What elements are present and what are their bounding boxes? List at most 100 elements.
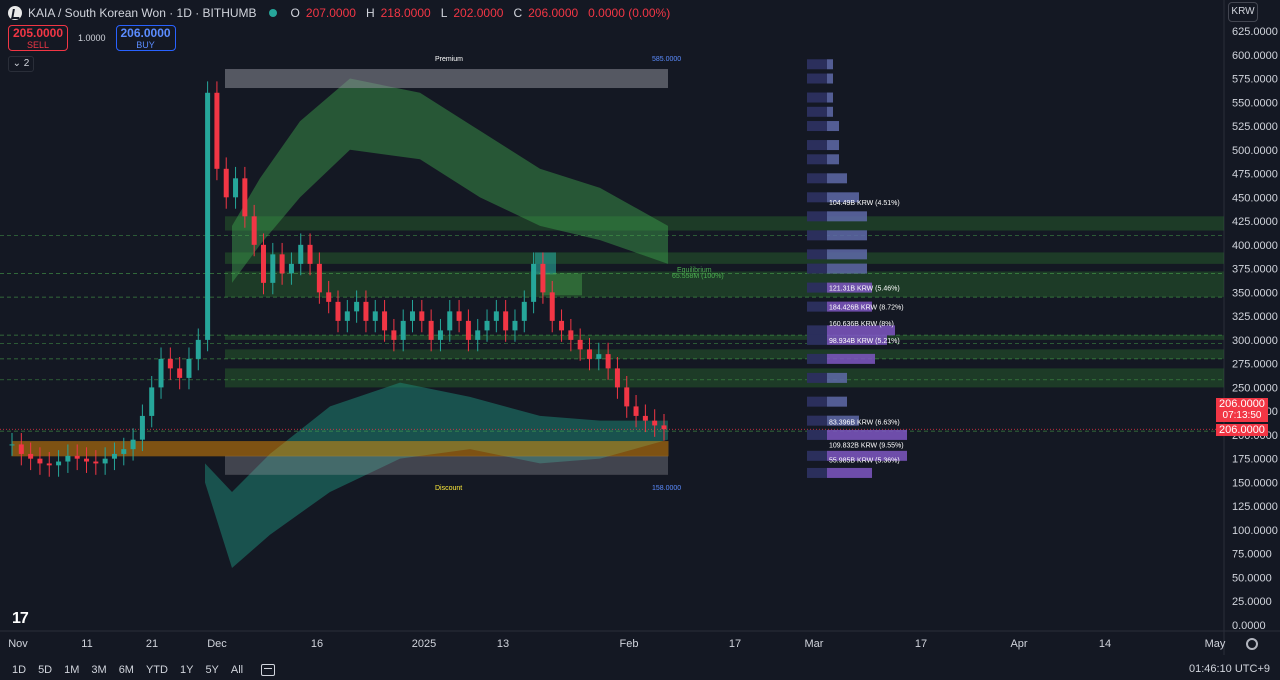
volume-profile-label: 184.426B KRW (8.72%) xyxy=(829,305,904,312)
candle-body xyxy=(344,311,350,321)
gear-icon[interactable] xyxy=(1246,638,1258,650)
open-value: 207.0000 xyxy=(305,6,356,20)
volume-profile-bar xyxy=(827,372,847,383)
candle-body xyxy=(279,254,285,274)
timeframe-ytd[interactable]: YTD xyxy=(145,664,168,676)
timeframe-3m[interactable]: 3M xyxy=(91,664,107,676)
volume-profile-row-label-bg xyxy=(807,263,827,274)
volume-profile-row-label-bg xyxy=(807,450,827,461)
price-axis-label: 75.0000 xyxy=(1232,549,1272,561)
currency-button[interactable]: KRW xyxy=(1228,2,1258,22)
close-value: 206.0000 xyxy=(528,6,579,20)
price-axis-label: 150.0000 xyxy=(1232,477,1278,489)
candle-body xyxy=(400,320,406,340)
timeframe-1m[interactable]: 1M xyxy=(64,664,80,676)
candle-body xyxy=(167,358,173,369)
candle-body xyxy=(652,420,658,426)
candle-body xyxy=(111,453,117,459)
volume-profile-row-label-bg xyxy=(807,106,827,117)
date-range-icon[interactable] xyxy=(261,664,276,676)
indicators-toggle[interactable]: ⌄ 2 xyxy=(8,56,34,72)
supply-demand-zone xyxy=(225,252,1224,264)
volume-profile-bar xyxy=(827,325,895,336)
candle-body xyxy=(614,368,620,388)
candle-body xyxy=(596,354,602,359)
price-axis-label: 600.0000 xyxy=(1232,50,1278,62)
volume-profile-bar xyxy=(827,121,839,132)
candle-body xyxy=(93,461,99,464)
candle-body xyxy=(363,301,369,321)
discount-label: Discount xyxy=(435,485,462,492)
volume-profile-bar xyxy=(827,59,833,70)
high-value: 218.0000 xyxy=(380,6,431,20)
supply-demand-zone xyxy=(225,368,1224,388)
time-axis-label: Dec xyxy=(207,638,227,650)
timeframe-5y[interactable]: 5Y xyxy=(205,664,219,676)
price-axis-label: 575.0000 xyxy=(1232,74,1278,86)
trade-panel: 205.0000 SELL 1.0000 206.0000 BUY xyxy=(8,25,176,51)
volume-profile-bar xyxy=(827,211,867,222)
volume-profile-bar xyxy=(827,415,859,426)
clock[interactable]: 01:46:10 UTC+9 xyxy=(1188,663,1270,675)
buy-price: 206.0000 xyxy=(120,26,171,40)
volume-profile-row-label-bg xyxy=(807,429,827,440)
candle-body xyxy=(642,415,648,421)
volume-profile-row-label-bg xyxy=(807,211,827,222)
premium-label: Premium xyxy=(435,56,463,63)
candle-body xyxy=(549,292,555,321)
price-axis-label: 375.0000 xyxy=(1232,264,1278,276)
volume-profile-bar xyxy=(827,249,867,260)
open-label: O xyxy=(290,6,300,20)
candle-body xyxy=(447,311,453,331)
candle-body xyxy=(475,330,481,340)
discount-cloud xyxy=(205,382,668,568)
volume-profile-label: 121.31B KRW (5.46%) xyxy=(829,286,900,293)
candle-body xyxy=(382,311,388,331)
timeframe-6m[interactable]: 6M xyxy=(118,664,134,676)
volume-profile-bar xyxy=(827,353,875,364)
candle-body xyxy=(65,455,71,462)
timeframe-5d[interactable]: 5D xyxy=(38,664,53,676)
candle-body xyxy=(102,458,108,464)
low-label: L xyxy=(440,6,448,20)
supply-demand-zone xyxy=(225,335,1224,340)
candle-body xyxy=(177,368,183,378)
candle-body xyxy=(56,461,62,466)
price-axis-label: 425.0000 xyxy=(1232,216,1278,228)
discount-zone xyxy=(225,455,668,475)
tradingview-logo-icon[interactable]: 17 xyxy=(12,610,29,627)
time-axis-label: May xyxy=(1205,638,1226,650)
price-axis-label: 125.0000 xyxy=(1232,501,1278,513)
last-price-label: 206.0000 xyxy=(1216,398,1268,410)
low-value: 202.0000 xyxy=(453,6,504,20)
volume-profile-row-label-bg xyxy=(807,415,827,426)
candle-body xyxy=(139,415,145,440)
volume-profile-row-label-bg xyxy=(807,301,827,312)
candle-body xyxy=(428,320,434,340)
candle-body xyxy=(46,463,52,466)
candle-body xyxy=(205,92,211,340)
candle-body xyxy=(233,178,239,198)
volume-profile-label: 83.396B KRW (6.63%) xyxy=(829,420,900,427)
candle-body xyxy=(316,263,322,293)
volume-profile-row-label-bg xyxy=(807,59,827,70)
timeframe-1y[interactable]: 1Y xyxy=(179,664,194,676)
candle-body xyxy=(568,330,574,340)
candle-body xyxy=(437,330,443,340)
volume-profile-label: 104.49B KRW (4.51%) xyxy=(829,200,900,207)
candle-body xyxy=(456,311,462,321)
order-quantity[interactable]: 1.0000 xyxy=(78,33,106,43)
candle-body xyxy=(586,349,592,359)
time-axis-label: 2025 xyxy=(412,638,436,650)
volume-profile-row-label-bg xyxy=(807,73,827,84)
symbol-title[interactable]: KAIA / South Korean Won · 1D · BITHUMB xyxy=(28,6,257,20)
candle-body xyxy=(391,330,397,340)
timeframe-all[interactable]: All xyxy=(230,664,244,676)
candle-body xyxy=(512,320,518,331)
sell-button[interactable]: 205.0000 SELL xyxy=(8,25,68,51)
symbol-logo-icon xyxy=(8,6,22,20)
buy-button[interactable]: 206.0000 BUY xyxy=(115,25,176,51)
timeframe-1d[interactable]: 1D xyxy=(12,664,27,676)
candle-body xyxy=(354,301,360,312)
